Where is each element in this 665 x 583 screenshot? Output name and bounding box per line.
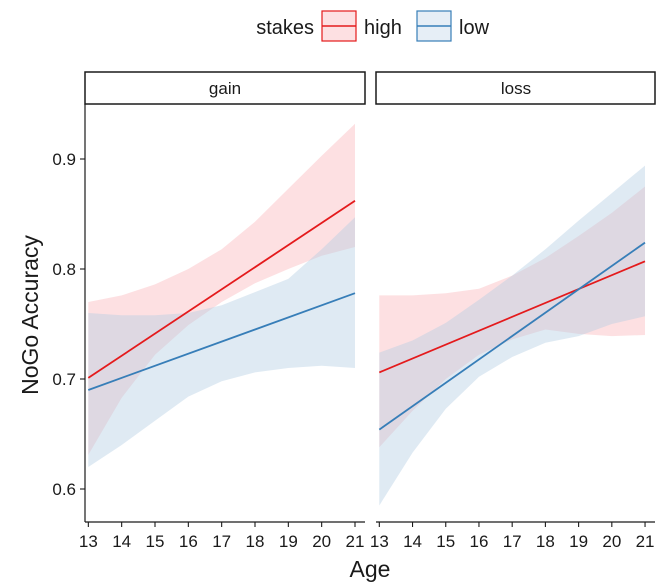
x-tick-label: 15 bbox=[436, 532, 455, 551]
legend-label-low: low bbox=[459, 17, 490, 39]
y-axis: 0.6 0.7 0.8 0.9 bbox=[52, 104, 86, 522]
series-line-high bbox=[87, 200, 356, 379]
y-tick-label: 0.6 bbox=[52, 480, 76, 499]
x-tick-label: 16 bbox=[470, 532, 489, 551]
facet-strip-gain-label: gain bbox=[209, 79, 241, 98]
x-tick-label: 13 bbox=[370, 532, 389, 551]
x-tick-label: 14 bbox=[403, 532, 422, 551]
panel-gain bbox=[87, 123, 356, 467]
x-tick-label: 21 bbox=[636, 532, 655, 551]
x-tick-label: 15 bbox=[146, 532, 165, 551]
facet-strip-gain: gain bbox=[84, 71, 366, 105]
facet-strip-loss-box bbox=[375, 71, 656, 105]
facet-strip-gain-box bbox=[84, 71, 366, 105]
legend-title: stakes bbox=[256, 17, 314, 39]
x-tick-label: 19 bbox=[569, 532, 588, 551]
x-tick-label: 14 bbox=[112, 532, 131, 551]
x-tick-label: 18 bbox=[246, 532, 265, 551]
x-axis-title: Age bbox=[350, 556, 391, 582]
x-tick-label: 19 bbox=[279, 532, 298, 551]
x-axis-loss: 13 14 15 16 17 18 19 20 21 bbox=[370, 521, 655, 551]
series-line-low bbox=[378, 241, 646, 431]
x-tick-label: 13 bbox=[79, 532, 98, 551]
legend: stakes high low bbox=[256, 10, 490, 42]
series-line-low bbox=[87, 292, 356, 391]
y-tick-label: 0.7 bbox=[52, 370, 76, 389]
x-tick-label: 17 bbox=[503, 532, 522, 551]
facet-strip-loss: loss bbox=[375, 71, 656, 105]
x-tick-label: 20 bbox=[312, 532, 331, 551]
x-tick-label: 21 bbox=[346, 532, 365, 551]
facet-strip-loss-label: loss bbox=[501, 79, 531, 98]
y-tick-label: 0.9 bbox=[52, 150, 76, 169]
x-tick-label: 18 bbox=[536, 532, 555, 551]
x-tick-label: 20 bbox=[602, 532, 621, 551]
x-tick-label: 17 bbox=[212, 532, 231, 551]
x-axis-gain: 13 14 15 16 17 18 19 20 21 bbox=[79, 521, 365, 551]
y-axis-title: NoGo Accuracy bbox=[17, 235, 43, 395]
y-tick-label: 0.8 bbox=[52, 260, 76, 279]
x-tick-label: 16 bbox=[179, 532, 198, 551]
panel-loss bbox=[378, 165, 646, 506]
legend-label-high: high bbox=[364, 17, 402, 39]
series-line-high bbox=[378, 260, 646, 374]
